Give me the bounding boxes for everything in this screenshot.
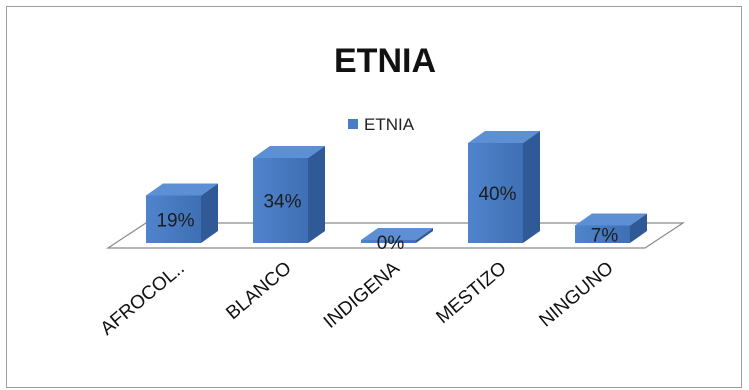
data-label: 34% xyxy=(263,192,301,213)
category-label: AFROCOL.. xyxy=(97,258,189,340)
bar-side xyxy=(416,228,433,243)
category-labels-group: AFROCOL.. BLANCO INDIGENA MESTIZO NINGUNO xyxy=(97,258,618,340)
bar-front xyxy=(468,143,523,243)
bar-top xyxy=(146,183,218,196)
bar-top xyxy=(361,228,433,240)
bar-side xyxy=(523,131,540,243)
data-label: 40% xyxy=(478,184,516,205)
data-label: 0% xyxy=(377,233,405,254)
legend: ETNIA xyxy=(348,115,415,134)
bar-mestizo xyxy=(468,131,540,243)
data-labels-group: 19% 34% 0% 40% 7% xyxy=(156,184,618,254)
chart-title: ETNIA xyxy=(334,42,436,80)
bar-front xyxy=(146,195,201,243)
legend-label: ETNIA xyxy=(364,115,415,134)
category-label: INDIGENA xyxy=(320,258,404,333)
bar-ninguno xyxy=(575,213,647,243)
bar-side xyxy=(630,213,647,243)
category-label: NINGUNO xyxy=(535,258,617,332)
bar-indigena xyxy=(361,228,433,243)
bar-blanco xyxy=(253,146,325,243)
bar-afrocol xyxy=(146,183,218,243)
bars-group xyxy=(146,131,647,243)
bar-side xyxy=(201,183,218,243)
chart-frame xyxy=(6,6,742,388)
bar-top xyxy=(575,213,647,226)
category-label: BLANCO xyxy=(222,258,295,324)
data-label: 7% xyxy=(591,225,619,246)
bar-side xyxy=(308,146,325,243)
category-label: MESTIZO xyxy=(433,258,511,328)
bar-front xyxy=(253,158,308,243)
bar-top xyxy=(468,131,540,143)
bar-front xyxy=(361,240,416,243)
bar-top xyxy=(253,146,325,158)
bar-front xyxy=(575,225,630,243)
data-label: 19% xyxy=(156,210,194,231)
legend-swatch xyxy=(348,119,358,129)
